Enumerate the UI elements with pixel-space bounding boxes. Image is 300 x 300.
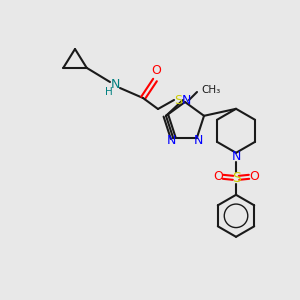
- Text: N: N: [110, 79, 120, 92]
- Text: CH₃: CH₃: [201, 85, 220, 95]
- Text: N: N: [231, 150, 241, 163]
- Text: N: N: [167, 134, 176, 147]
- Text: H: H: [105, 87, 113, 97]
- Text: O: O: [249, 170, 259, 183]
- Text: S: S: [232, 171, 240, 185]
- Text: O: O: [151, 64, 161, 77]
- Text: N: N: [181, 94, 191, 106]
- Text: S: S: [174, 94, 182, 106]
- Text: O: O: [213, 170, 223, 183]
- Text: N: N: [194, 134, 203, 147]
